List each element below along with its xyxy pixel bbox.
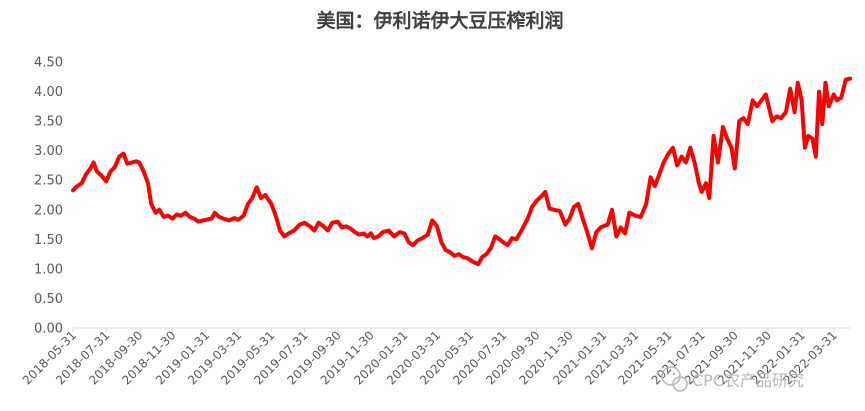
watermark: CPC农产品研究 — [661, 366, 804, 392]
y-tick-label: 1.00 — [34, 262, 63, 277]
y-axis-ticks: 0.00 0.50 1.00 1.50 2.00 2.50 3.00 3.50 4.00 4.50 — [34, 56, 63, 337]
chart-title: 美国：伊利诺伊大豆压榨利润 — [316, 9, 563, 32]
watermark-text: CPC农产品研究 — [692, 371, 804, 390]
y-tick-label: 2.00 — [34, 203, 63, 218]
y-tick-label: 2.50 — [34, 174, 63, 189]
y-tick-label: 4.50 — [34, 56, 63, 71]
y-tick-label: 3.50 — [34, 115, 63, 130]
y-tick-label: 4.00 — [34, 85, 63, 100]
y-tick-label: 0.00 — [34, 322, 63, 337]
y-tick-label: 3.00 — [34, 144, 63, 159]
y-tick-label: 1.50 — [34, 233, 63, 248]
wechat-logo-icon — [661, 366, 688, 392]
y-tick-label: 0.50 — [34, 292, 63, 307]
series-line — [71, 76, 852, 267]
